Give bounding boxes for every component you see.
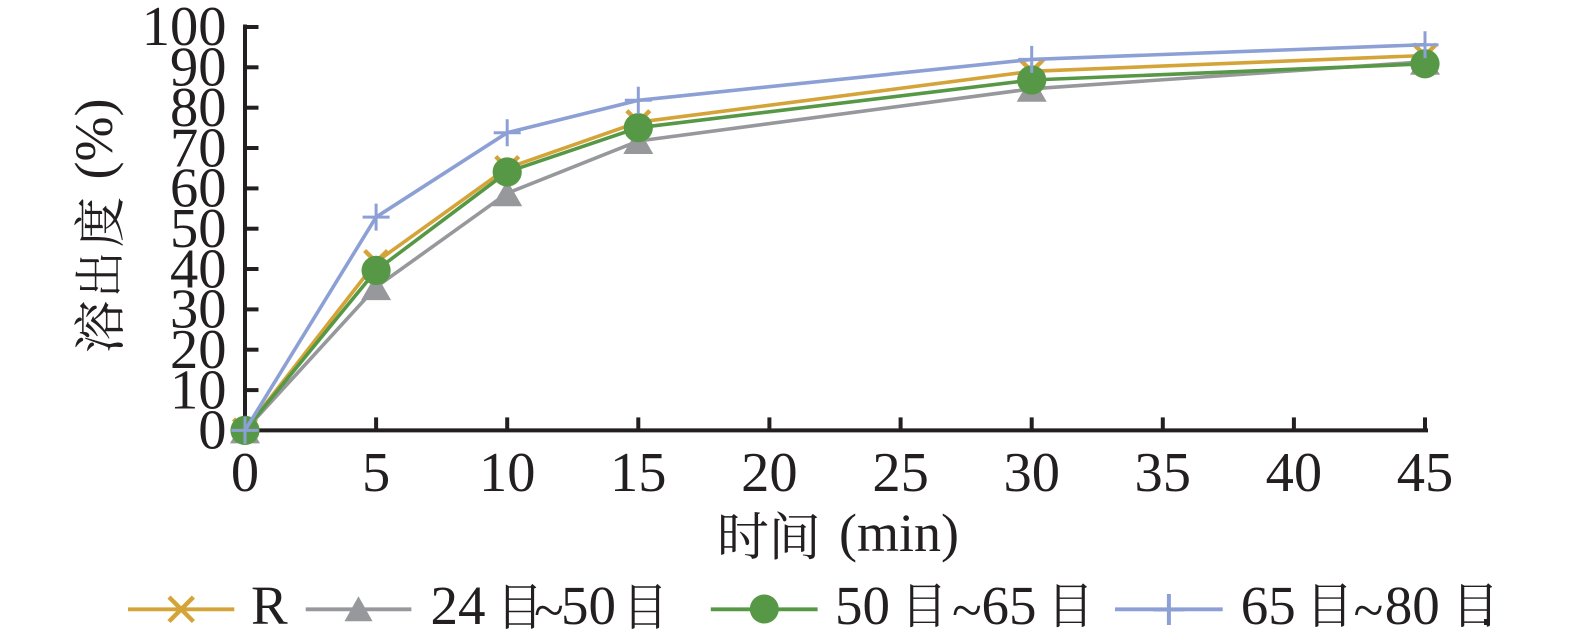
svg-text:~: ~ <box>952 580 982 640</box>
svg-text:25: 25 <box>872 442 929 504</box>
svg-text:~: ~ <box>534 580 564 640</box>
svg-text:65: 65 <box>982 575 1037 636</box>
svg-text:30: 30 <box>1003 442 1060 504</box>
svg-text:80: 80 <box>1385 575 1440 636</box>
svg-text:50: 50 <box>561 575 616 636</box>
svg-text:0: 0 <box>198 400 226 462</box>
svg-text:(min): (min) <box>839 503 959 563</box>
svg-text:5: 5 <box>362 442 390 504</box>
svg-text:20: 20 <box>741 442 798 504</box>
svg-text:24: 24 <box>431 575 486 636</box>
svg-text:90: 90 <box>170 37 227 99</box>
svg-text:10: 10 <box>479 442 536 504</box>
svg-text:60: 60 <box>170 158 227 220</box>
svg-text:(%): (%) <box>64 99 124 180</box>
svg-text:~: ~ <box>1354 580 1384 640</box>
svg-text:100: 100 <box>142 0 227 58</box>
svg-text:45: 45 <box>1397 442 1454 504</box>
svg-text:80: 80 <box>170 77 227 139</box>
svg-text:15: 15 <box>610 442 667 504</box>
svg-text:40: 40 <box>1266 442 1323 504</box>
svg-text:10: 10 <box>170 359 227 421</box>
svg-text:R: R <box>251 575 288 636</box>
svg-text:0: 0 <box>231 442 259 504</box>
svg-text:70: 70 <box>170 117 227 179</box>
svg-text:20: 20 <box>170 319 227 381</box>
svg-text:40: 40 <box>170 238 227 300</box>
svg-text:50: 50 <box>835 575 890 636</box>
svg-text:50: 50 <box>170 198 227 260</box>
svg-text:35: 35 <box>1135 442 1192 504</box>
svg-text:65: 65 <box>1241 575 1296 636</box>
svg-text:30: 30 <box>170 279 227 341</box>
